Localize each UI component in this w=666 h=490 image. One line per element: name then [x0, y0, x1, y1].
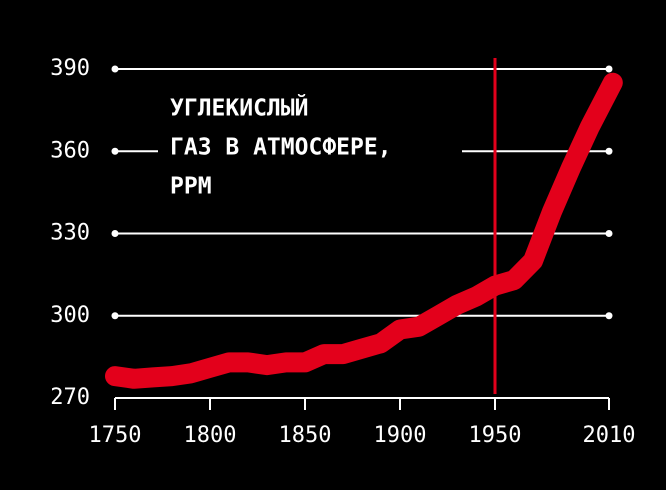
chart-title: УГЛЕКИСЛЫЙ [170, 94, 308, 122]
grid-dot [605, 230, 613, 237]
data-line [105, 72, 623, 389]
grid-dot [111, 65, 119, 73]
chart-title: ГАЗ В АТМОСФЕРЕ, [170, 135, 392, 161]
y-tick-label: 360 [50, 138, 90, 163]
x-tick-label: 1800 [184, 423, 237, 448]
x-tick-label: 1850 [279, 423, 332, 448]
y-tick-label: 270 [50, 385, 90, 410]
grid-dot [605, 147, 613, 155]
grid-dot [111, 230, 119, 237]
y-tick-label: 390 [50, 56, 90, 81]
x-tick-label: 1900 [374, 423, 427, 448]
x-tick-label: 1950 [469, 423, 522, 448]
chart-title: PPM [170, 174, 212, 200]
grid-dot [605, 65, 613, 73]
grid-dot [111, 147, 119, 155]
x-tick-label: 1750 [89, 423, 142, 448]
grid-dot [111, 312, 119, 320]
y-tick-label: 330 [50, 221, 90, 246]
x-tick-label: 2010 [583, 423, 636, 448]
grid-dot [605, 312, 613, 320]
y-tick-label: 300 [50, 303, 90, 328]
title-backdrop [158, 88, 462, 202]
